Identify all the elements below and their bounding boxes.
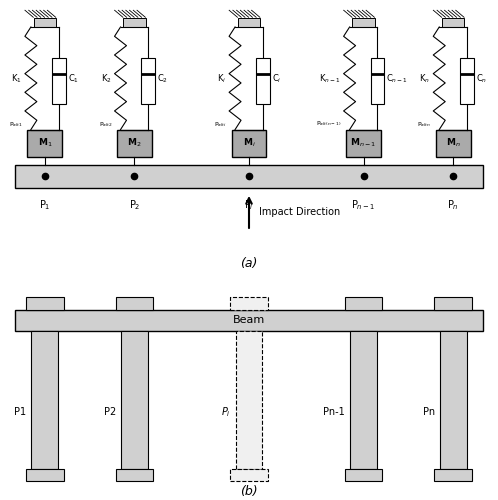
Bar [346,130,381,156]
Bar [345,470,382,481]
Text: K$_{n-1}$: K$_{n-1}$ [319,72,341,85]
Text: Pn: Pn [423,407,435,417]
Bar [350,331,377,469]
Bar [26,296,64,310]
Text: K$_2$: K$_2$ [101,72,112,85]
Text: K$_i$: K$_i$ [217,72,226,85]
Text: P$_{alt1}$: P$_{alt1}$ [9,120,23,128]
Text: M$_2$: M$_2$ [127,137,142,149]
Bar [442,18,465,27]
Text: (a): (a) [241,257,257,270]
Bar [116,296,153,310]
Bar [15,310,483,331]
Bar [434,296,472,310]
Text: P$_{n-1}$: P$_{n-1}$ [352,198,375,212]
Text: P$_i$: P$_i$ [244,198,254,212]
Bar [230,470,268,481]
Bar [440,331,467,469]
Text: C$_1$: C$_1$ [68,72,79,85]
Bar [232,130,266,156]
Bar [34,18,56,27]
Text: P$_{alti}$: P$_{alti}$ [215,120,227,128]
Bar [141,58,155,104]
Text: C$_i$: C$_i$ [272,72,281,85]
Bar [436,130,471,156]
Text: K$_1$: K$_1$ [11,72,22,85]
Text: P1: P1 [14,407,26,417]
Bar [434,470,472,481]
Bar [256,58,270,104]
Bar [116,470,153,481]
Text: M$_i$: M$_i$ [243,137,255,149]
Bar [52,58,66,104]
Text: P2: P2 [104,407,116,417]
Text: P$_{alt2}$: P$_{alt2}$ [99,120,113,128]
Text: M$_{n-1}$: M$_{n-1}$ [351,137,376,149]
Bar [15,164,483,188]
Text: K$_n$: K$_n$ [419,72,430,85]
Text: (b): (b) [240,484,258,498]
Text: P$_n$: P$_n$ [447,198,459,212]
Bar [31,331,58,469]
Bar [353,18,375,27]
Bar [371,58,384,104]
Text: M$_1$: M$_1$ [37,137,52,149]
Bar [230,296,268,310]
Bar [460,58,474,104]
Bar [117,130,152,156]
Text: P$_1$: P$_1$ [39,198,51,212]
Text: P$_2$: P$_2$ [128,198,140,212]
Bar [238,18,260,27]
Bar [124,18,146,27]
Text: C$_{n-1}$: C$_{n-1}$ [386,72,408,85]
Bar [26,470,64,481]
Bar [236,331,262,469]
Bar [27,130,62,156]
Bar [121,331,148,469]
Bar [345,296,382,310]
Text: Impact Direction: Impact Direction [259,207,340,217]
Text: P$_i$: P$_i$ [221,405,231,419]
Text: M$_n$: M$_n$ [446,137,461,149]
Text: C$_2$: C$_2$ [157,72,168,85]
Text: Pn-1: Pn-1 [323,407,345,417]
Text: Beam: Beam [233,315,265,325]
Text: P$_{alt(n-1)}$: P$_{alt(n-1)}$ [316,120,342,128]
Text: P$_{altn}$: P$_{altn}$ [417,120,431,128]
Text: C$_n$: C$_n$ [476,72,488,85]
